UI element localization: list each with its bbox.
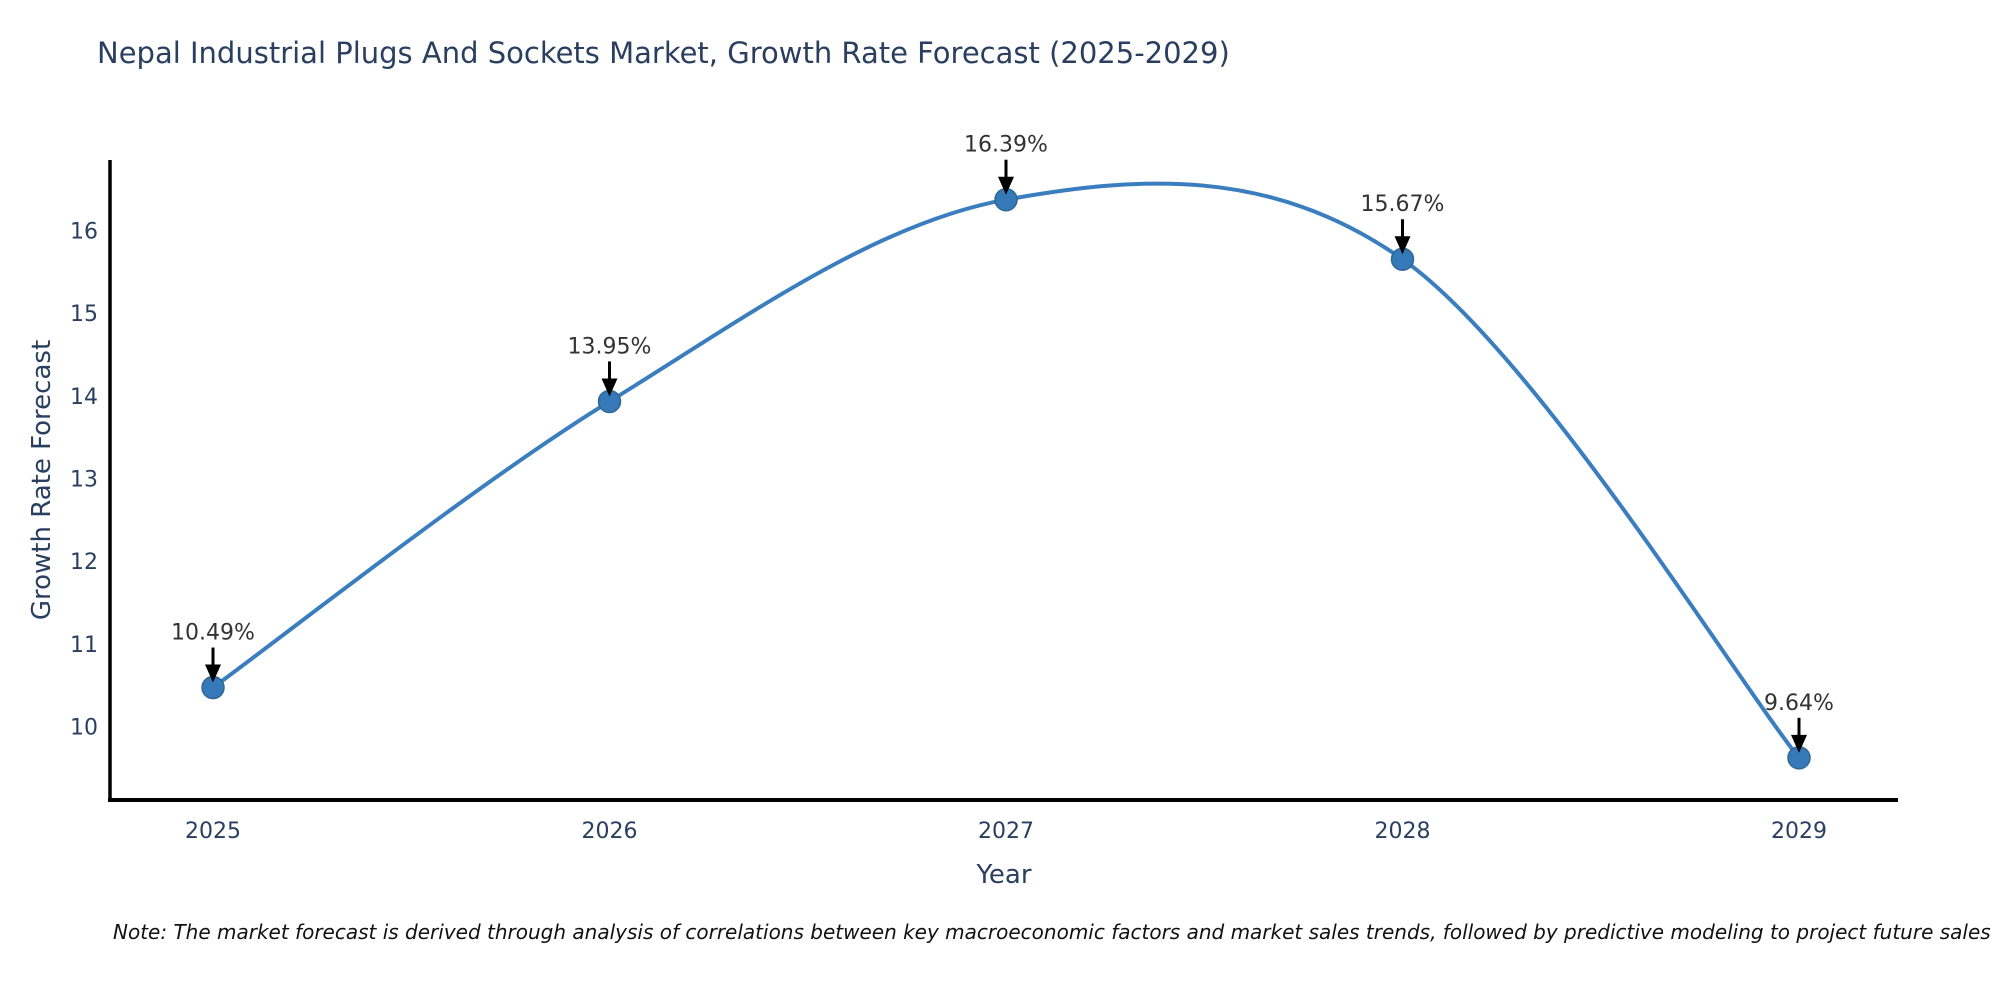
point-annotation: 16.39% xyxy=(964,133,1048,158)
y-tick-label: 15 xyxy=(70,302,98,327)
point-annotation: 10.49% xyxy=(171,621,255,646)
annotation-arrowhead xyxy=(601,378,618,397)
point-annotation: 9.64% xyxy=(1764,691,1834,716)
y-tick-label: 16 xyxy=(70,219,98,244)
y-tick-label: 14 xyxy=(70,385,98,410)
y-tick-label: 13 xyxy=(70,468,98,493)
annotation-arrowhead xyxy=(205,664,221,683)
x-axis-title: Year xyxy=(976,860,1032,890)
annotation-arrowhead xyxy=(1791,734,1807,753)
x-tick-label: 2026 xyxy=(582,819,638,844)
annotation-arrowhead xyxy=(998,176,1014,195)
x-tick-label: 2029 xyxy=(1771,819,1827,844)
x-tick-label: 2027 xyxy=(978,819,1034,844)
chart-title: Nepal Industrial Plugs And Sockets Marke… xyxy=(97,36,1230,70)
x-tick-label: 2025 xyxy=(185,819,241,844)
point-annotation: 15.67% xyxy=(1361,192,1445,217)
annotation-arrowhead xyxy=(1394,236,1411,255)
footnote: Note: The market forecast is derived thr… xyxy=(113,920,1991,944)
y-tick-label: 12 xyxy=(70,550,98,575)
x-tick-label: 2028 xyxy=(1375,819,1431,844)
point-annotation: 13.95% xyxy=(568,334,652,359)
y-tick-label: 10 xyxy=(70,716,98,741)
y-tick-label: 11 xyxy=(70,633,98,658)
trend-line xyxy=(211,181,1801,760)
